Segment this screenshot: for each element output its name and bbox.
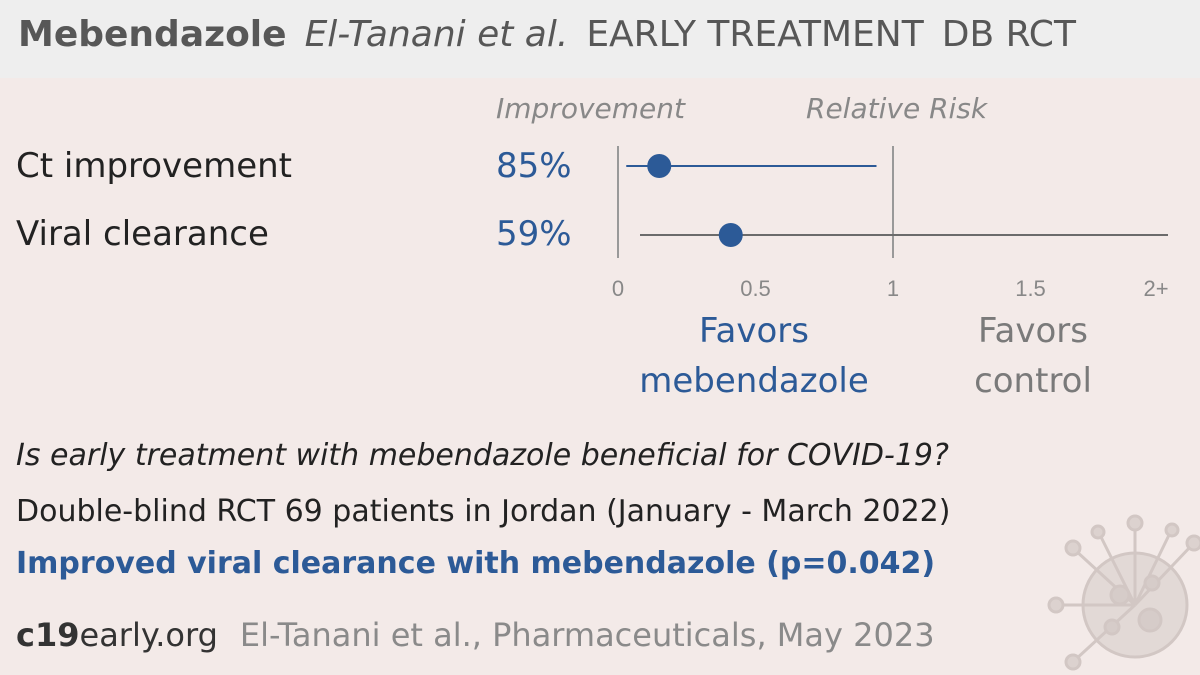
title-stage: EARLY TREATMENT — [586, 14, 924, 55]
row-label-ct-improvement: Ct improvement — [16, 146, 293, 186]
summary-result: Improved viral clearance with mebendazol… — [16, 546, 936, 581]
point-estimate — [718, 223, 743, 247]
x-tick-label: 1 — [887, 276, 899, 301]
point-estimate — [647, 154, 672, 178]
x-tick-label: 1.5 — [1015, 276, 1046, 301]
page-title: Mebendazole El-Tanani et al. EARLY TREATME… — [18, 14, 1094, 55]
favors-treatment-label: Favors mebendazole — [639, 311, 869, 401]
x-tick-label: 0.5 — [740, 276, 771, 301]
title-author: El-Tanani et al. — [304, 14, 569, 55]
summary-question: Is early treatment with mebendazole bene… — [16, 438, 949, 473]
improvement-header: Improvement — [496, 92, 685, 125]
summary-design: Double-blind RCT 69 patients in Jordan (… — [16, 494, 951, 529]
title-design: DB RCT — [941, 14, 1076, 55]
site-name-bold: c19 — [16, 616, 80, 654]
title-drug: Mebendazole — [18, 14, 287, 55]
relative-risk-header: Relative Risk — [806, 92, 988, 125]
row-label-viral-clearance: Viral clearance — [16, 214, 269, 254]
citation: El-Tanani et al., Pharmaceuticals, May 2… — [239, 616, 935, 654]
favors-control-label: Favors control — [974, 311, 1092, 401]
site-name-rest: early.org — [79, 616, 218, 654]
forest-plot: 0 0.5 1 1.5 2+ — [612, 146, 1169, 301]
site-link[interactable]: c19early.org — [16, 616, 218, 654]
x-tick-label: 0 — [612, 276, 624, 301]
row-pct-viral-clearance: 59% — [496, 214, 572, 254]
x-tick-label: 2+ — [1143, 276, 1168, 301]
virus-icon — [1047, 514, 1200, 671]
title-bar: Mebendazole El-Tanani et al. EARLY TREATME… — [0, 0, 1200, 78]
footer: c19early.org El-Tanani et al., Pharmaceut… — [16, 616, 935, 654]
row-pct-ct-improvement: 85% — [496, 146, 572, 186]
